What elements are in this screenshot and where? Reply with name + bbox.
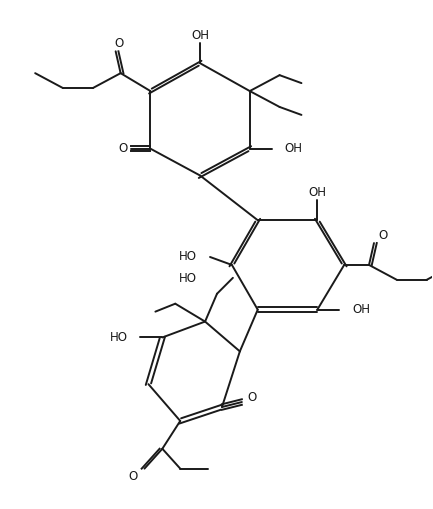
- Text: HO: HO: [179, 250, 197, 264]
- Text: OH: OH: [284, 142, 303, 155]
- Text: OH: OH: [191, 29, 209, 42]
- Text: O: O: [247, 390, 256, 404]
- Text: HO: HO: [110, 331, 128, 344]
- Text: O: O: [118, 142, 127, 155]
- Text: OH: OH: [308, 186, 326, 199]
- Text: HO: HO: [179, 272, 197, 286]
- Text: O: O: [128, 470, 137, 483]
- Text: O: O: [114, 37, 123, 50]
- Text: OH: OH: [352, 303, 370, 316]
- Text: O: O: [378, 229, 388, 242]
